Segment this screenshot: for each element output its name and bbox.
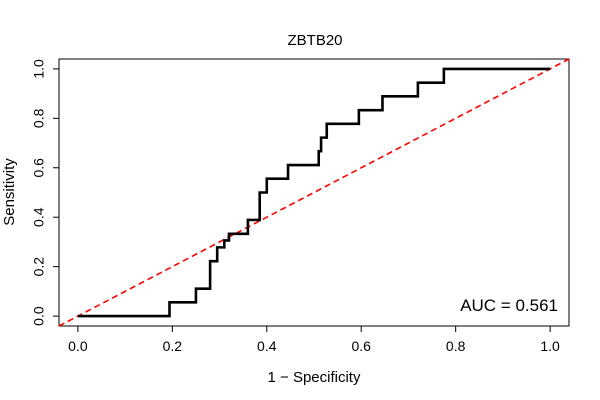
y-tick-label: 0.6 — [31, 158, 47, 178]
y-axis: 0.0 0.2 0.4 0.6 0.8 1.0 — [31, 59, 60, 326]
chart-title: ZBTB20 — [287, 32, 342, 49]
x-tick-label: 0.4 — [257, 338, 277, 354]
y-axis-title: Sensitivity — [1, 158, 18, 226]
plot-frame — [58, 58, 570, 327]
x-axis: 0.0 0.2 0.4 0.6 0.8 1.0 — [68, 325, 560, 354]
reference-diagonal-line — [58, 58, 570, 327]
y-tick-label: 0.2 — [31, 257, 47, 277]
x-tick-label: 0.8 — [446, 338, 466, 354]
x-axis-title: 1 − Specificity — [268, 369, 361, 386]
roc-curve-line — [77, 67, 551, 318]
y-tick-label: 0.0 — [31, 306, 47, 326]
x-tick-label: 1.0 — [540, 338, 560, 354]
series-layer — [58, 58, 570, 327]
x-tick-label: 0.6 — [351, 338, 371, 354]
y-tick-label: 0.8 — [31, 108, 47, 128]
auc-annotation: AUC = 0.561 — [460, 296, 558, 315]
x-tick-label: 0.2 — [163, 338, 183, 354]
x-tick-label: 0.0 — [68, 338, 88, 354]
y-tick-label: 0.4 — [31, 207, 47, 227]
y-tick-label: 1.0 — [31, 59, 47, 79]
